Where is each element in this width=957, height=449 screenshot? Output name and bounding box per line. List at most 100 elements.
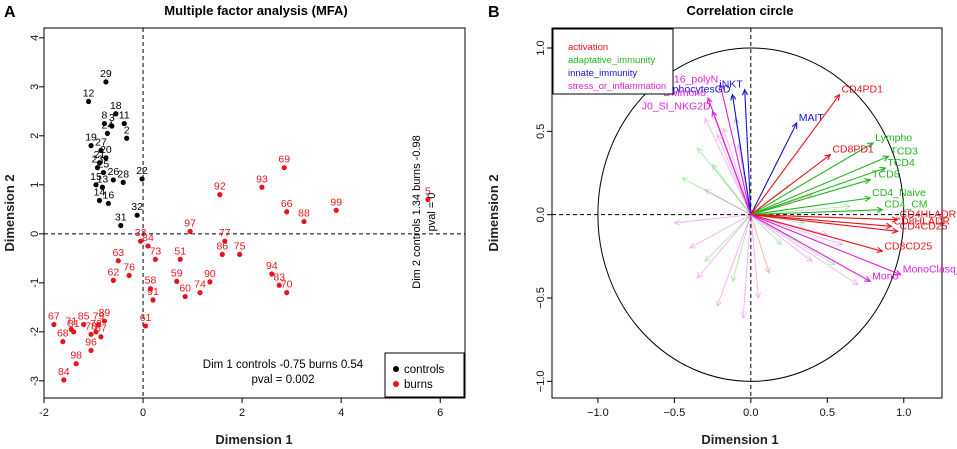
- legend-controls-marker: [393, 366, 399, 372]
- vector-label-cd4-cm: CD4_CM: [884, 199, 927, 211]
- burns-point-97: [187, 228, 193, 234]
- burns-point-59: [174, 278, 180, 284]
- controls-point-28-label: 28: [117, 168, 129, 180]
- burns-point-92: [217, 192, 223, 198]
- faint-vector-3: [696, 147, 752, 215]
- controls-point-25: [100, 169, 107, 176]
- circle-x-ticks: −1.0 −0.5 0.0 0.5 1.0: [587, 398, 911, 419]
- burns-point-90: [207, 279, 213, 285]
- controls-point-27: [98, 147, 104, 154]
- controls-point-28: [120, 179, 126, 185]
- vector-label-dmmono: DMmono: [663, 87, 706, 99]
- vector-lympho: [750, 142, 875, 216]
- controls-point-21-label: 21: [94, 149, 106, 161]
- panel-a-letter: A: [4, 4, 16, 21]
- burns-point-71-label: 71: [65, 315, 77, 327]
- burns-point-51-label: 51: [174, 245, 186, 257]
- faint-vector-8: [688, 214, 752, 249]
- burns-point-84b-label: 84: [58, 366, 70, 378]
- controls-point-20: [103, 155, 109, 161]
- burns-point-83: [276, 282, 282, 288]
- vector-label-tcd4: TCD4: [887, 157, 915, 169]
- vector-label-monoclasq-abs: MonoClasq_abs: [903, 264, 957, 276]
- faint-vector-16: [750, 214, 783, 246]
- burns-point-75: [237, 251, 243, 258]
- circle-y-tick-label: 1.0: [535, 40, 547, 55]
- vector-label-tcd3: TCD3: [890, 145, 918, 157]
- burns-point-61-label: 61: [140, 312, 152, 324]
- mfa-legend-box: [384, 352, 465, 398]
- controls-point-29: [103, 79, 109, 85]
- mfa-x-axis-label: Dimension 1: [215, 432, 292, 447]
- controls-point-32: [134, 212, 140, 218]
- controls-point-12: [85, 98, 92, 105]
- controls-point-11: [121, 120, 127, 127]
- mfa-x-tick-label: 6: [437, 407, 443, 419]
- vector-cd4pd1: [750, 93, 841, 215]
- vector-cd8hladr: [750, 214, 893, 230]
- burns-point-67: [51, 321, 57, 328]
- vector-cd4-cm: [750, 206, 884, 216]
- controls-point-26: [110, 177, 116, 183]
- vector-label-cd8cd25: CD8CD25: [884, 240, 932, 252]
- dim2-pval: pval = 0: [426, 193, 438, 232]
- burns-point-51: [177, 256, 183, 262]
- burns-point-68: [60, 339, 66, 345]
- circle-y-tick-label: −0.5: [535, 287, 547, 309]
- controls-point-2-label: 2: [124, 124, 130, 136]
- controls-point-13-label: 13: [97, 173, 109, 185]
- burns-point-92-label: 92: [214, 181, 226, 193]
- burns-point-76-label: 76: [123, 261, 135, 273]
- vector-mono: [750, 214, 872, 282]
- controls-point-23: [94, 165, 101, 171]
- controls-point-26-label: 26: [107, 166, 119, 178]
- dim2-annotation: Dim 2 controls 1.34 burns -0.98: [411, 135, 423, 288]
- controls-point-19-label: 19: [85, 132, 97, 144]
- circle-plot-frame: [551, 27, 943, 399]
- burns-point-58-label: 58: [145, 275, 157, 287]
- mfa-legend: controls burns: [384, 352, 465, 398]
- controls-point-19: [88, 143, 94, 149]
- controls-point-13: [99, 184, 106, 190]
- vector-cd8cd25: [750, 214, 884, 253]
- burns-point-83-label: 83: [273, 271, 285, 283]
- circle-y-tick-label: 0.0: [535, 207, 547, 222]
- mfa-x-tick-label: 4: [338, 407, 344, 419]
- controls-point-22-label: 22: [136, 165, 148, 177]
- burns-point-97-label: 97: [184, 217, 196, 229]
- circle-y-tick-label: −1.0: [535, 370, 547, 392]
- burns-point-93: [259, 184, 265, 190]
- legend-innate-immunity: innate_immunity: [568, 68, 637, 79]
- burns-point-87: [98, 334, 104, 340]
- controls-point-11-label: 11: [119, 110, 130, 122]
- circle-x-tick-label: 1.0: [896, 407, 911, 419]
- controls-point-27-label: 27: [95, 137, 107, 149]
- burns-point-78-label: 78: [85, 320, 97, 332]
- controls-point-3-label: 3: [109, 112, 115, 124]
- vector-label-cd8pd1: CD8PD1: [832, 144, 874, 156]
- vector-tcd3: [750, 155, 890, 216]
- mfa-y-tick-label: 0: [29, 231, 41, 237]
- burns-point-70-label: 70: [281, 279, 293, 291]
- controls-point-29-label: 29: [100, 68, 112, 80]
- controls-point-15: [93, 182, 99, 188]
- circle-title: Correlation circle: [687, 3, 794, 18]
- mfa-title: Multiple factor analysis (MFA): [164, 3, 347, 18]
- burns-point-62-label: 62: [107, 266, 119, 278]
- controls-point-24: [104, 130, 110, 136]
- burns-point-63: [115, 258, 121, 264]
- controls-point-3: [109, 123, 115, 129]
- circle-x-tick-label: 0.5: [820, 407, 835, 419]
- burns-point-91-label: 91: [147, 286, 159, 298]
- legend-burns-marker: [393, 381, 399, 387]
- burns-point-94-label: 94: [266, 260, 278, 272]
- legend-burns-label: burns: [404, 379, 433, 391]
- dim1-pval: pval = 0.002: [252, 374, 315, 386]
- vector-label-lympho: Lympho: [875, 132, 912, 144]
- vector-si-cd16-polyn: [718, 83, 752, 215]
- controls-point-8-label: 8: [102, 110, 108, 122]
- burns-point-72: [93, 329, 99, 335]
- burns-point-86: [219, 251, 225, 258]
